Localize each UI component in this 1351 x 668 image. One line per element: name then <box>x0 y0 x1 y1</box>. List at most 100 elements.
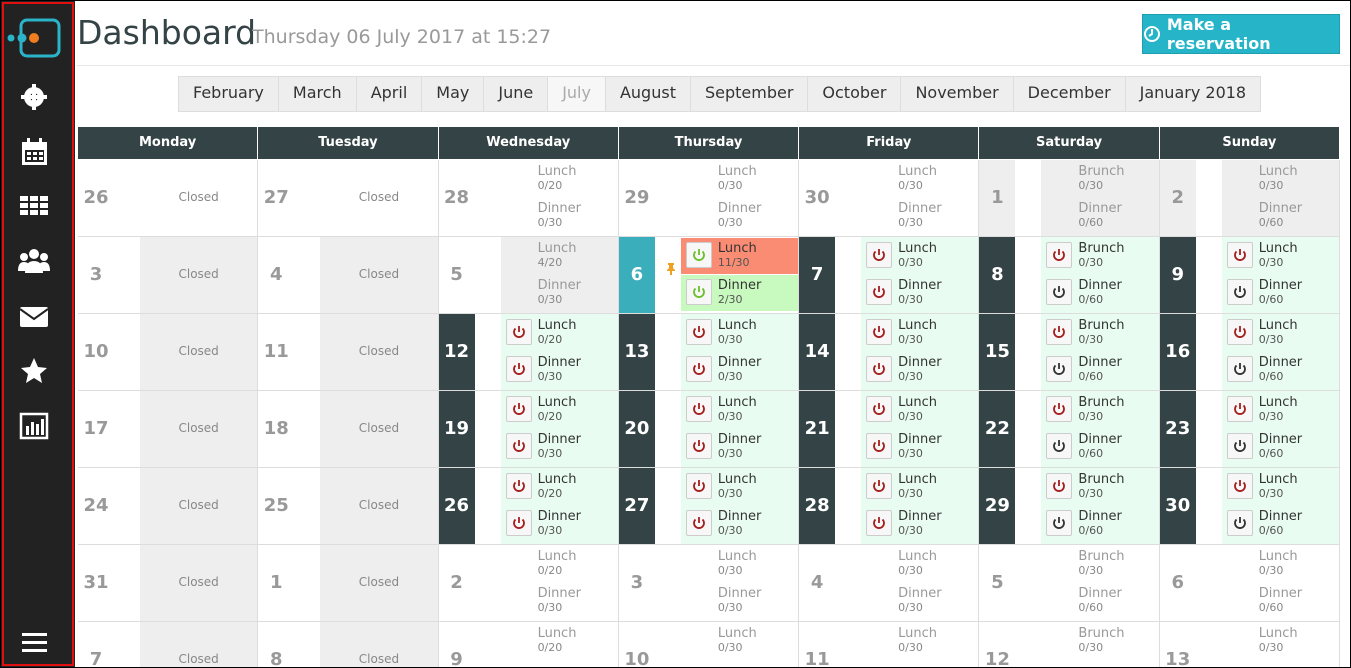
month-tab[interactable]: December <box>1014 77 1126 111</box>
service: Lunch 0/30 <box>681 469 798 505</box>
service-name: Lunch <box>1258 395 1298 410</box>
power-button[interactable] <box>1226 242 1253 268</box>
mail-icon[interactable] <box>19 307 49 327</box>
calendar-icon[interactable] <box>22 138 47 165</box>
day-cell: 24 Closed <box>78 468 259 545</box>
settings-icon[interactable] <box>21 84 47 110</box>
day-content: Lunch 0/20 Dinner 0/30 <box>500 468 618 544</box>
power-button[interactable] <box>866 279 893 305</box>
service-count: 4/20 <box>537 256 563 269</box>
power-button[interactable] <box>1046 319 1073 345</box>
power-button[interactable] <box>685 319 712 345</box>
power-button[interactable] <box>866 319 893 345</box>
month-tab[interactable]: July <box>548 77 606 111</box>
month-tab[interactable]: February <box>179 77 279 111</box>
power-button[interactable] <box>1226 433 1253 459</box>
service-name: Lunch <box>537 395 577 410</box>
service-name: Lunch <box>1258 472 1298 487</box>
service: Dinner 0/30 <box>501 429 618 465</box>
day-content: Lunch 0/30 Dinner 0/30 <box>861 160 978 236</box>
power-button[interactable] <box>1046 356 1073 382</box>
service-name: Dinner <box>898 355 942 370</box>
power-button[interactable] <box>1226 279 1253 305</box>
day-number: 23 <box>1159 391 1196 467</box>
power-button[interactable] <box>1046 242 1073 268</box>
service-count: 0/30 <box>898 564 923 577</box>
month-tab[interactable]: August <box>606 77 691 111</box>
month-tab[interactable]: October <box>808 77 902 111</box>
month-tab[interactable]: September <box>691 77 809 111</box>
power-button[interactable] <box>866 242 893 268</box>
power-button[interactable] <box>685 510 712 536</box>
power-button[interactable] <box>1226 356 1253 382</box>
service-name: Dinner <box>717 278 762 293</box>
power-button[interactable] <box>1226 319 1253 345</box>
star-icon[interactable] <box>21 358 47 383</box>
power-button[interactable] <box>866 433 893 459</box>
day-cell: 25 Closed <box>258 468 439 545</box>
month-tab[interactable]: March <box>279 77 357 111</box>
month-tab[interactable]: January 2018 <box>1139 83 1247 102</box>
month-tab[interactable]: November <box>901 77 1014 111</box>
service-count: 0/30 <box>537 216 563 229</box>
month-tab[interactable]: April <box>357 77 423 111</box>
power-button[interactable] <box>505 396 532 422</box>
power-button[interactable] <box>866 356 893 382</box>
service: Lunch 0/30 <box>681 623 798 659</box>
service: Lunch 0/30 <box>861 238 978 274</box>
power-button[interactable] <box>685 473 712 499</box>
service-count: 0/30 <box>1258 179 1284 192</box>
day-number: 18 <box>263 418 289 439</box>
users-icon[interactable] <box>18 249 50 273</box>
service-count: 0/30 <box>1078 641 1104 654</box>
power-button[interactable] <box>866 396 893 422</box>
stats-icon[interactable] <box>19 412 49 440</box>
service-name: Dinner <box>1078 278 1122 293</box>
reservation-button[interactable]: Make a reservation <box>1142 14 1340 54</box>
power-button[interactable] <box>685 356 712 382</box>
power-button[interactable] <box>505 356 532 382</box>
power-button[interactable] <box>685 242 712 268</box>
clock-icon <box>1144 26 1160 42</box>
service: Dinner 0/30 <box>501 583 618 619</box>
power-button[interactable] <box>685 396 712 422</box>
grid-icon[interactable] <box>20 196 48 215</box>
service-name: Lunch <box>898 318 938 333</box>
menu-icon[interactable] <box>22 633 47 652</box>
power-button[interactable] <box>866 510 893 536</box>
service: Lunch 0/30 <box>681 546 798 582</box>
service-name: Lunch <box>898 549 938 564</box>
service-count: 0/20 <box>537 564 563 577</box>
power-button[interactable] <box>1046 510 1073 536</box>
power-icon <box>512 403 525 415</box>
day-content: Lunch 0/30 <box>681 622 798 667</box>
service-count: 0/30 <box>717 524 743 537</box>
month-tab[interactable]: June <box>484 77 549 111</box>
service-name: Dinner <box>1258 586 1303 601</box>
power-button[interactable] <box>685 433 712 459</box>
power-button[interactable] <box>685 279 712 305</box>
power-button[interactable] <box>1046 279 1073 305</box>
service-count: 0/30 <box>1078 564 1104 577</box>
power-button[interactable] <box>1226 396 1253 422</box>
service: Lunch 0/30 <box>681 161 798 197</box>
power-button[interactable] <box>505 473 532 499</box>
power-button[interactable] <box>866 473 893 499</box>
power-button[interactable] <box>505 510 532 536</box>
day-cell: 8 Closed <box>258 622 439 667</box>
power-button[interactable] <box>1046 473 1073 499</box>
logo[interactable] <box>7 18 61 58</box>
service-count: 0/60 <box>1078 293 1104 306</box>
power-button[interactable] <box>1046 433 1073 459</box>
power-button[interactable] <box>1046 396 1073 422</box>
power-button[interactable] <box>505 319 532 345</box>
power-button[interactable] <box>1226 510 1253 536</box>
power-button[interactable] <box>1226 473 1253 499</box>
service-count: 0/30 <box>898 487 923 500</box>
day-number: 11 <box>804 649 830 668</box>
service: Dinner 2/30 <box>680 275 799 311</box>
service-name: Brunch <box>1078 472 1125 487</box>
month-tab[interactable]: May <box>422 77 485 111</box>
power-button[interactable] <box>505 433 532 459</box>
service-count: 0/30 <box>717 179 743 192</box>
